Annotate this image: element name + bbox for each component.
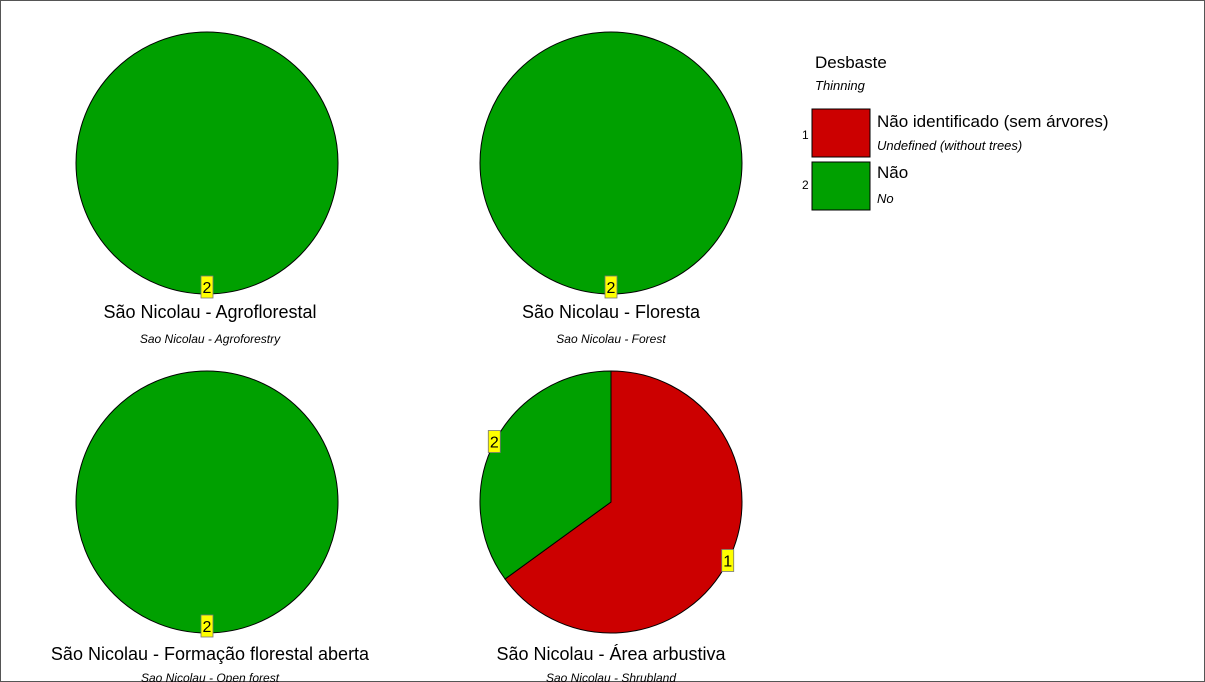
pie-4-data-label-2: 2 <box>490 435 499 452</box>
pie-1-data-label-2: 2 <box>203 280 212 297</box>
pie-3-label-box-2 <box>200 614 214 638</box>
pies-layer: 2 São Nicolau - Agroflorestal Sao Nicolau … <box>51 31 743 682</box>
pie-4-title: São Nicolau - Área arbustiva <box>496 644 726 664</box>
legend-subtitle: Thinning <box>815 78 866 93</box>
legend-sublabel-2: No <box>877 191 894 206</box>
pie-2-title: São Nicolau - Floresta <box>522 302 701 322</box>
pie-2-slice-2 <box>479 31 743 295</box>
pie-1-label-box-2 <box>200 275 214 299</box>
pie-4-label-box-2 <box>487 430 501 453</box>
legend-label-2: Não <box>877 163 908 182</box>
pie-3: 2 São Nicolau - Formação florestal aberta… <box>51 370 370 682</box>
legend: Desbaste Thinning 1 Não identificado (se… <box>802 53 1108 211</box>
pie-3-subtitle: Sao Nicolau - Open forest <box>141 671 280 682</box>
pie-3-data-label-2: 2 <box>203 619 212 636</box>
pie-2-data-label-2: 2 <box>607 280 616 297</box>
pie-1-subtitle: Sao Nicolau - Agroforestry <box>140 332 281 346</box>
legend-swatch-1 <box>811 108 871 158</box>
pie-4-label-box-1 <box>721 549 735 572</box>
legend-swatch-2 <box>811 161 871 211</box>
legend-code-2: 2 <box>802 178 809 192</box>
pie-1: 2 São Nicolau - Agroflorestal Sao Nicolau … <box>75 31 339 346</box>
pie-3-slice-2 <box>75 370 339 634</box>
pie-2-label-box-2 <box>604 275 618 299</box>
legend-label-1: Não identificado (sem árvores) <box>877 112 1108 131</box>
pie-4-data-label-1: 1 <box>723 553 732 570</box>
legend-sublabel-1: Undefined (without trees) <box>877 138 1022 153</box>
pie-4: 1 2 São Nicolau - Área arbustiva Sao Nicola… <box>479 370 743 682</box>
pie-4-subtitle: Sao Nicolau - Shrubland <box>546 671 676 682</box>
legend-code-1: 1 <box>802 128 809 142</box>
pie-1-title: São Nicolau - Agroflorestal <box>103 302 316 322</box>
pie-1-slice-2 <box>75 31 339 295</box>
pie-2-subtitle: Sao Nicolau - Forest <box>556 332 666 346</box>
pie-3-title: São Nicolau - Formação florestal aberta <box>51 644 370 664</box>
legend-title: Desbaste <box>815 53 887 72</box>
pie-2: 2 São Nicolau - Floresta Sao Nicolau - For… <box>479 31 743 346</box>
